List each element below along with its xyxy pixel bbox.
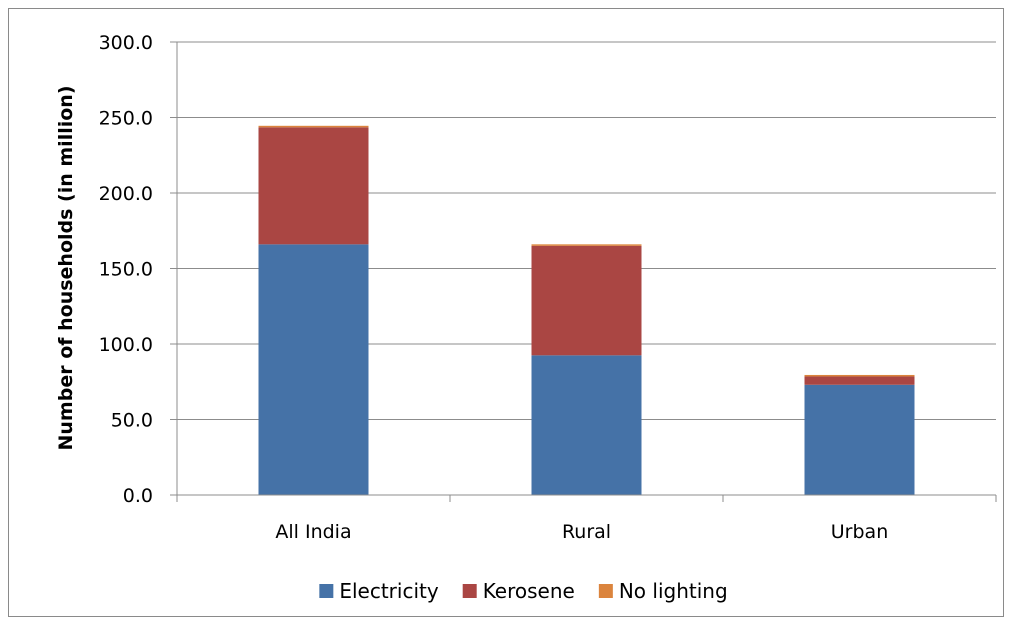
y-axis-title: Number of households (in million) bbox=[55, 86, 77, 451]
legend-swatch bbox=[462, 584, 477, 598]
legend-label: Electricity bbox=[339, 579, 439, 603]
x-tick-labels: All India Rural Urban bbox=[275, 521, 888, 543]
y-tick-label: 50.0 bbox=[111, 410, 153, 432]
y-tick-labels: 0.0 50.0 100.0 150.0 200.0 250.0 300.0 bbox=[99, 32, 153, 507]
legend-label: Kerosene bbox=[483, 579, 575, 603]
legend-swatch bbox=[319, 584, 334, 598]
y-tick-label: 100.0 bbox=[99, 334, 153, 356]
chart-frame bbox=[8, 8, 1004, 617]
bar-segment-electricity bbox=[804, 384, 915, 495]
x-tick-label: Rural bbox=[562, 521, 611, 543]
bar-segment-kerosene bbox=[258, 127, 369, 245]
bar-segment-electricity bbox=[258, 244, 369, 495]
legend-swatch bbox=[598, 584, 613, 598]
legend-label: No lighting bbox=[619, 579, 728, 603]
bar-segment-kerosene bbox=[531, 245, 642, 356]
y-tick-label: 150.0 bbox=[99, 259, 153, 281]
y-tick-label: 250.0 bbox=[99, 108, 153, 130]
bar-segment-no-lighting bbox=[804, 374, 915, 377]
legend: Electricity Kerosene No lighting bbox=[319, 579, 728, 603]
y-tick-label: 300.0 bbox=[99, 32, 153, 54]
bar-segment-kerosene bbox=[804, 376, 915, 385]
bars bbox=[258, 125, 915, 495]
x-tick-label: Urban bbox=[831, 521, 888, 543]
bar-segment-no-lighting bbox=[258, 125, 369, 128]
axes bbox=[170, 41, 997, 502]
bar-segment-no-lighting bbox=[531, 244, 642, 246]
x-tick-label: All India bbox=[275, 521, 351, 543]
bar-segment-electricity bbox=[531, 355, 642, 495]
y-tick-label: 0.0 bbox=[123, 485, 153, 507]
y-tick-label: 200.0 bbox=[99, 183, 153, 205]
